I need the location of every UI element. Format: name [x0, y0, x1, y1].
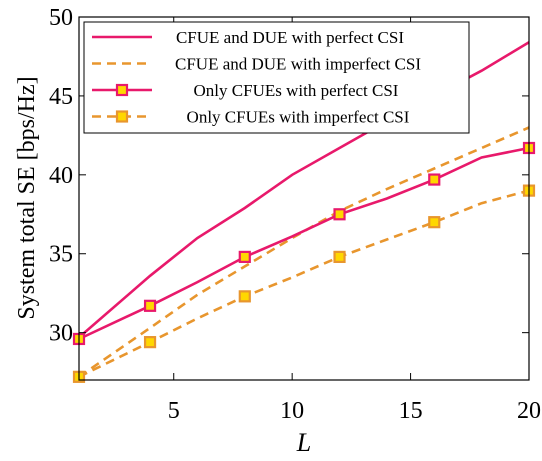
- legend-box: [83, 21, 470, 134]
- series-4-point: [143, 336, 157, 349]
- x-tick-label: 20: [517, 398, 541, 424]
- y-tick-label: 30: [49, 321, 73, 347]
- y-tick-label: 35: [49, 242, 73, 268]
- x-tick-label: 5: [168, 398, 180, 424]
- y-tick-label: 45: [49, 84, 73, 110]
- legend-label-1: CFUE and DUE with perfect CSI: [176, 28, 404, 47]
- x-tick-label: 15: [399, 398, 423, 424]
- ticks-layer: 5 10 15 20 30 35 40 45 50: [49, 5, 541, 424]
- series-3-point: [143, 299, 157, 312]
- legend-label-3: Only CFUEs with perfect CSI: [194, 81, 399, 100]
- legend: CFUE and DUE with perfect CSI CFUE and DU…: [83, 21, 470, 134]
- series-4-point: [333, 250, 346, 263]
- x-axis-label: L: [296, 428, 311, 457]
- legend-marker-4: [115, 110, 129, 123]
- x-tick-label: 10: [280, 398, 304, 424]
- y-tick-label: 40: [49, 163, 73, 189]
- series-4-point: [428, 216, 441, 229]
- y-axis-label: System total SE [bps/Hz]: [14, 76, 40, 319]
- legend-label-4: Only CFUEs with imperfect CSI: [187, 108, 410, 127]
- series-4-point: [238, 290, 251, 303]
- y-tick-label: 50: [49, 5, 73, 31]
- series-line-4: [78, 189, 530, 378]
- series-line-2: [78, 126, 530, 378]
- series-line-3: [78, 146, 530, 341]
- series-3-point: [238, 250, 251, 263]
- series-3-point: [333, 208, 346, 221]
- series-3-point: [428, 173, 441, 186]
- legend-marker-3: [115, 83, 129, 97]
- plot-frame: [78, 16, 530, 381]
- legend-label-2: CFUE and DUE with imperfect CSI: [175, 55, 421, 74]
